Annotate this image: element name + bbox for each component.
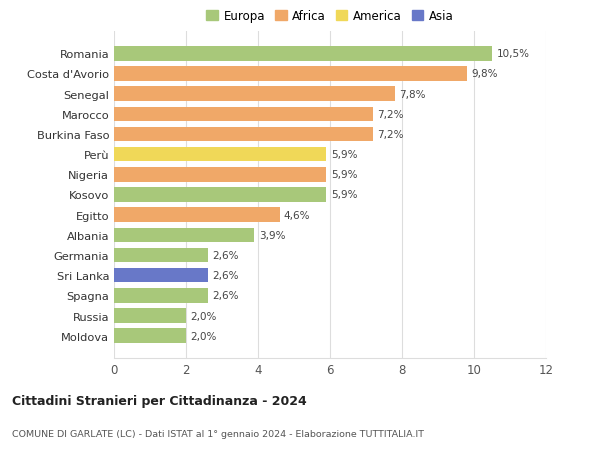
Bar <box>114 107 373 122</box>
Text: 4,6%: 4,6% <box>284 210 310 220</box>
Text: Cittadini Stranieri per Cittadinanza - 2024: Cittadini Stranieri per Cittadinanza - 2… <box>12 394 307 407</box>
Bar <box>114 329 186 343</box>
Text: 2,0%: 2,0% <box>190 331 217 341</box>
Text: 2,6%: 2,6% <box>212 251 238 260</box>
Bar <box>114 208 280 223</box>
Text: 7,2%: 7,2% <box>377 130 404 140</box>
Bar <box>114 87 395 102</box>
Legend: Europa, Africa, America, Asia: Europa, Africa, America, Asia <box>206 10 454 23</box>
Bar <box>114 248 208 263</box>
Text: COMUNE DI GARLATE (LC) - Dati ISTAT al 1° gennaio 2024 - Elaborazione TUTTITALIA: COMUNE DI GARLATE (LC) - Dati ISTAT al 1… <box>12 429 424 438</box>
Bar <box>114 168 326 182</box>
Text: 2,6%: 2,6% <box>212 291 238 301</box>
Text: 2,6%: 2,6% <box>212 271 238 280</box>
Bar <box>114 308 186 323</box>
Text: 9,8%: 9,8% <box>471 69 497 79</box>
Text: 3,9%: 3,9% <box>259 230 285 241</box>
Bar <box>114 148 326 162</box>
Text: 5,9%: 5,9% <box>331 190 357 200</box>
Bar <box>114 228 254 242</box>
Bar <box>114 288 208 303</box>
Text: 7,2%: 7,2% <box>377 110 404 119</box>
Text: 2,0%: 2,0% <box>190 311 217 321</box>
Bar <box>114 269 208 283</box>
Text: 5,9%: 5,9% <box>331 170 357 180</box>
Text: 7,8%: 7,8% <box>399 90 425 100</box>
Bar <box>114 128 373 142</box>
Bar <box>114 47 492 62</box>
Text: 5,9%: 5,9% <box>331 150 357 160</box>
Text: 10,5%: 10,5% <box>496 49 529 59</box>
Bar <box>114 188 326 202</box>
Bar <box>114 67 467 82</box>
